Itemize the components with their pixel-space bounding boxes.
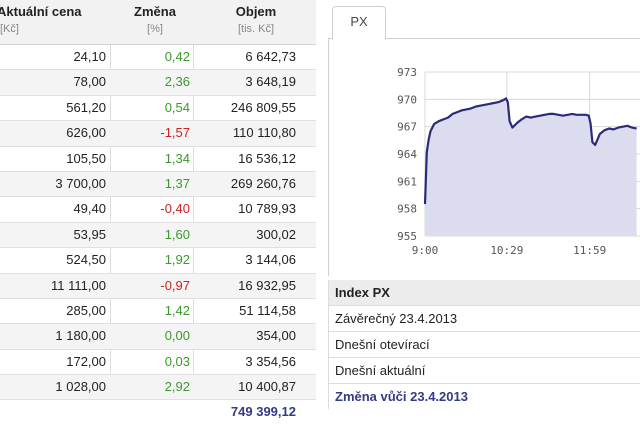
table-row[interactable]: 49,40 -0,40 10 789,93 [0, 197, 316, 223]
volume-cell: 16 932,95 [238, 277, 296, 293]
change-cell: 2,36 [164, 74, 190, 90]
volume-cell: 246 809,55 [230, 99, 296, 115]
change-cell: 0,42 [164, 49, 190, 64]
change-cell: -0,97 [160, 277, 190, 293]
x-tick-label: 11:59 [573, 244, 606, 257]
header-change[interactable]: Změna [%] [115, 3, 195, 41]
change-cell: -1,57 [160, 125, 190, 141]
total-volume: 749 399,12 [230, 404, 296, 420]
px-info-table: Index PX Závěrečný 23.4.2013 Dnešní otev… [328, 280, 640, 409]
table-row[interactable]: 24,10 0,42 6 642,73 [0, 45, 316, 71]
volume-cell: 3 354,56 [245, 353, 296, 369]
price-cell: 105,50 [66, 150, 106, 166]
y-tick-label: 973 [397, 66, 417, 79]
volume-cell: 354,00 [256, 328, 296, 344]
y-tick-label: 955 [397, 230, 417, 243]
header-price-title: Aktuální cena [0, 4, 82, 19]
table-row[interactable]: 626,00 -1,57 110 110,80 [0, 121, 316, 147]
table-body: 24,10 0,42 6 642,73 78,00 2,36 3 648,19 561,20… [0, 45, 316, 401]
header-price[interactable]: Aktuální cena [Kč] [0, 3, 112, 41]
change-cell: 0,03 [164, 353, 190, 369]
info-title: Index PX [328, 280, 640, 306]
volume-cell: 10 400,87 [238, 379, 296, 395]
volume-cell: 3 144,06 [245, 252, 296, 268]
table-row[interactable]: 561,20 0,54 246 809,55 [0, 96, 316, 122]
price-cell: 1 180,00 [55, 328, 106, 344]
stock-table: Aktuální cena [Kč] Změna [%] Objem [tis.… [0, 0, 316, 424]
price-cell: 78,00 [73, 74, 106, 90]
table-row[interactable]: 78,00 2,36 3 648,19 [0, 70, 316, 96]
change-cell: 1,42 [164, 302, 190, 318]
table-row[interactable]: 1 028,00 2,92 10 400,87 [0, 375, 316, 401]
volume-cell: 51 114,58 [239, 302, 296, 318]
y-tick-label: 970 [397, 93, 417, 106]
px-chart: 973 970 967 964 961 958 955 9:00 10:29 11:59 [328, 38, 640, 276]
header-change-title: Změna [134, 4, 176, 19]
total-row: 749 399,12 [0, 400, 316, 424]
y-tick-label: 967 [397, 121, 417, 134]
volume-cell: 16 536,12 [238, 150, 296, 166]
header-price-unit: [Kč] [0, 23, 19, 35]
table-row[interactable]: 3 700,00 1,37 269 260,76 [0, 171, 316, 198]
table-row[interactable]: 105,50 1,34 16 536,12 [0, 147, 316, 172]
volume-cell: 300,02 [256, 226, 296, 242]
price-cell: 1 028,00 [55, 379, 106, 395]
x-tick-label: 9:00 [412, 244, 439, 257]
y-tick-label: 961 [397, 175, 417, 188]
change-cell: 0,54 [164, 99, 190, 115]
change-cell: 1,60 [164, 226, 190, 242]
change-cell: -0,40 [160, 201, 190, 217]
change-cell: 0,00 [164, 328, 190, 344]
info-row-current: Dnešní aktuální [328, 358, 640, 384]
price-cell: 172,00 [66, 353, 106, 369]
header-volume[interactable]: Objem [tis. Kč] [196, 3, 316, 41]
price-cell: 285,00 [66, 302, 106, 318]
x-tick-label: 10:29 [490, 244, 523, 257]
volume-cell: 6 642,73 [245, 49, 296, 64]
tab-px[interactable]: PX [332, 6, 386, 40]
price-cell: 3 700,00 [55, 175, 106, 191]
volume-cell: 269 260,76 [230, 175, 296, 191]
table-row[interactable]: 524,50 1,92 3 144,06 [0, 248, 316, 274]
price-cell: 11 111,00 [51, 277, 106, 293]
change-cell: 1,34 [164, 150, 190, 166]
header-change-unit: [%] [147, 23, 163, 35]
table-row[interactable]: 285,00 1,42 51 114,58 [0, 299, 316, 325]
price-cell: 53,95 [73, 226, 106, 242]
change-cell: 2,92 [164, 379, 190, 395]
table-header: Aktuální cena [Kč] Změna [%] Objem [tis.… [0, 0, 316, 45]
info-row-change: Změna vůči 23.4.2013 [328, 384, 640, 409]
volume-cell: 110 110,80 [232, 125, 296, 141]
tab-bar: PX [328, 2, 640, 40]
y-tick-label: 964 [397, 148, 417, 161]
table-row[interactable]: 172,00 0,03 3 354,56 [0, 350, 316, 376]
px-index-panel: PX 973 970 967 964 961 958 955 9:00 10:29 11:59 I… [328, 0, 640, 420]
y-tick-label: 958 [397, 203, 417, 216]
price-cell: 24,10 [73, 49, 106, 64]
table-row[interactable]: 1 180,00 0,00 354,00 [0, 324, 316, 350]
table-row[interactable]: 53,95 1,60 300,02 [0, 222, 316, 249]
series-line [423, 97, 637, 205]
volume-cell: 3 648,19 [245, 74, 296, 90]
volume-cell: 10 789,93 [238, 201, 296, 217]
series-area [425, 98, 637, 237]
header-volume-title: Objem [235, 4, 277, 19]
info-row-close: Závěrečný 23.4.2013 [328, 306, 640, 332]
change-cell: 1,37 [164, 175, 190, 191]
table-row[interactable]: 11 111,00 -0,97 16 932,95 [0, 273, 316, 299]
price-cell: 626,00 [66, 125, 106, 141]
price-cell: 49,40 [73, 201, 106, 217]
change-cell: 1,92 [164, 252, 190, 268]
info-row-open: Dnešní otevírací [328, 332, 640, 358]
price-cell: 524,50 [66, 252, 106, 268]
header-volume-unit: [tis. Kč] [237, 23, 275, 35]
price-cell: 561,20 [66, 99, 106, 115]
